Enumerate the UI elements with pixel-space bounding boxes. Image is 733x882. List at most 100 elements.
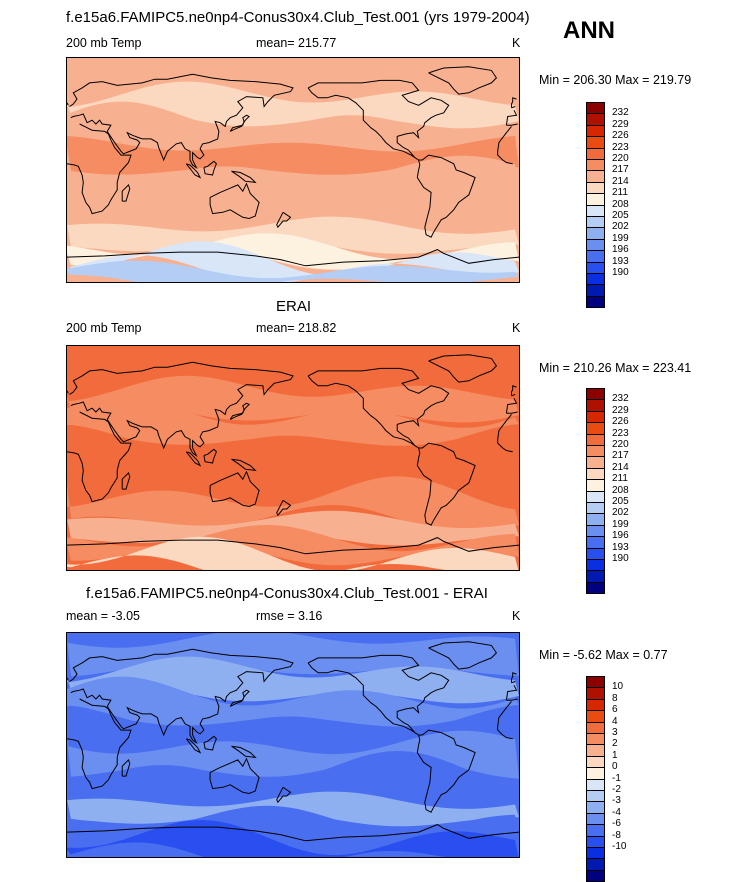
panel3-colorbar-label: -3 bbox=[612, 795, 621, 807]
panel3-coastline bbox=[67, 672, 517, 684]
panel2-colorbar-label: 220 bbox=[612, 439, 629, 450]
panel2-title: ERAI bbox=[276, 298, 312, 315]
panel2-contour-band bbox=[67, 395, 519, 450]
panel1-contour-band bbox=[67, 58, 519, 102]
panel1-coastline bbox=[203, 160, 217, 176]
panel3-units-label: K bbox=[512, 609, 521, 623]
panel3-contour-band bbox=[67, 820, 519, 857]
panel2-coastline bbox=[209, 470, 260, 508]
panel2-colorbar-label: 208 bbox=[612, 484, 629, 496]
panel2-colorbar-label: 223 bbox=[612, 427, 629, 439]
panel2-colorbar-label: 226 bbox=[612, 416, 629, 428]
panel1-colorbar-label: 202 bbox=[612, 221, 629, 233]
panel2-coastline bbox=[416, 442, 476, 526]
panel2-colorbar: 232 229 226 223 220 217 214 211 208 205 202 199 196 1… bbox=[586, 388, 629, 595]
figure-title: f.e15a6.FAMIPC5.ne0np4-Conus30x4.Club_Te… bbox=[66, 9, 530, 26]
panel3-coastline bbox=[428, 641, 498, 670]
panel1-coastline bbox=[121, 183, 131, 202]
panel3-contour-band bbox=[67, 751, 519, 814]
panel2-colorbar-label: 196 bbox=[612, 530, 629, 542]
panel3-coastline bbox=[276, 786, 292, 804]
panel2-map-svg bbox=[67, 346, 519, 570]
panel1-coastline bbox=[67, 97, 517, 109]
panel2-variable-label: 200 mb Temp bbox=[66, 321, 142, 335]
panel3-contour-band bbox=[67, 633, 519, 677]
panel1-colorbar-label: 205 bbox=[612, 210, 629, 221]
panel3-colorbar-label: -10 bbox=[612, 841, 627, 852]
panel1-colorbar-label: 220 bbox=[612, 153, 629, 164]
panel3-map bbox=[66, 632, 520, 858]
panel1-coastline bbox=[67, 249, 519, 267]
panel1-colorbar-label: 232 bbox=[612, 107, 629, 119]
panel1-colorbar-label: 217 bbox=[612, 164, 629, 176]
panel1-colorbar-label: 229 bbox=[612, 118, 629, 130]
panel3-coastline bbox=[67, 698, 513, 790]
panel2-map bbox=[66, 345, 520, 571]
panel2-colorbar-label: 205 bbox=[612, 496, 629, 507]
panel1-coastline bbox=[67, 123, 513, 215]
panel2-mean-label: mean= 218.82 bbox=[256, 321, 337, 335]
panel3-colorbar-label: 1 bbox=[612, 749, 618, 761]
panel3-coastline bbox=[121, 758, 131, 777]
panel2-coastline bbox=[276, 499, 292, 517]
panel1-contour-band bbox=[67, 241, 519, 282]
panel1-coastline bbox=[229, 114, 250, 132]
panel1-coastline bbox=[231, 170, 257, 184]
panel2-coastline bbox=[67, 411, 513, 503]
panel1-contour-band bbox=[67, 176, 519, 239]
panel1-mean-label: mean= 215.77 bbox=[256, 36, 337, 50]
panel2-contour-band bbox=[67, 525, 519, 566]
panel1-units-label: K bbox=[512, 36, 521, 50]
panel2-colorbar-label: 229 bbox=[612, 404, 629, 416]
panel1-colorbar-label: 211 bbox=[612, 187, 628, 199]
panel3-title: f.e15a6.FAMIPC5.ne0np4-Conus30x4.Club_Te… bbox=[86, 585, 488, 602]
panel2-colorbar-label: 211 bbox=[612, 473, 628, 485]
panel1-map bbox=[66, 57, 520, 283]
panel3-colorbar-label: 8 bbox=[612, 692, 618, 704]
panel3-colorbar-label: 6 bbox=[612, 704, 618, 716]
panel2-colorbar-label: 190 bbox=[612, 553, 629, 564]
panel2-coastline bbox=[428, 354, 498, 383]
panel3-colorbar-box bbox=[586, 869, 605, 882]
panel2-coastline bbox=[69, 361, 518, 457]
panel1-map-svg bbox=[67, 58, 519, 282]
panel3-colorbar-label: 10 bbox=[612, 681, 624, 693]
panel1-coastline bbox=[209, 182, 260, 220]
panel3-map-svg bbox=[67, 633, 519, 857]
panel2-coastline bbox=[67, 385, 517, 397]
panel3-contour-band bbox=[67, 805, 519, 849]
panel3-coastline bbox=[209, 757, 260, 795]
panel1-variable-label: 200 mb Temp bbox=[66, 36, 142, 50]
panel1-colorbar-label: 223 bbox=[612, 141, 629, 153]
panel1-contour-band bbox=[67, 260, 519, 282]
panel1-coastline bbox=[416, 154, 476, 238]
panel1-contour-band bbox=[67, 233, 519, 270]
panel1-coastline bbox=[307, 79, 450, 161]
panel2-units-label: K bbox=[512, 321, 521, 335]
panel1-colorbar-label: 190 bbox=[612, 267, 629, 278]
panel2-coastline bbox=[185, 451, 202, 467]
panel3-coastline bbox=[203, 735, 217, 751]
panel3-colorbar: 10 8 6 4 3 2 1 0 -1 -2 -3 -4 -6 -8 -10 bbox=[586, 676, 626, 882]
panel3-contour-band bbox=[67, 676, 519, 731]
panel1-coastline bbox=[185, 163, 202, 179]
panel1-coastline bbox=[69, 73, 518, 169]
panel1-colorbar-label: 199 bbox=[612, 232, 629, 244]
panel3-colorbar-label: -1 bbox=[612, 772, 621, 784]
panel1-contour-band bbox=[67, 101, 519, 156]
panel2-contour-band bbox=[67, 430, 519, 476]
panel1-colorbar-label: 226 bbox=[612, 130, 629, 142]
panel3-coastline bbox=[231, 745, 257, 759]
panel2-coastline bbox=[231, 458, 257, 472]
panel3-colorbar-label: -4 bbox=[612, 806, 621, 818]
panel3-coastline bbox=[67, 824, 519, 842]
panel2-contour-band bbox=[67, 536, 519, 570]
panel1-contour-band bbox=[67, 136, 519, 175]
panel1-colorbar: 232 229 226 223 220 217 214 211 208 205 202 199 196 1… bbox=[586, 102, 629, 309]
panel1-colorbar-label: 196 bbox=[612, 244, 629, 256]
panel2-coastline bbox=[121, 471, 131, 490]
panel2-contour-band bbox=[67, 476, 519, 533]
panel2-colorbar-label: 193 bbox=[612, 541, 629, 553]
panel3-coastline bbox=[307, 654, 450, 736]
panel2-colorbar-box bbox=[586, 581, 605, 595]
